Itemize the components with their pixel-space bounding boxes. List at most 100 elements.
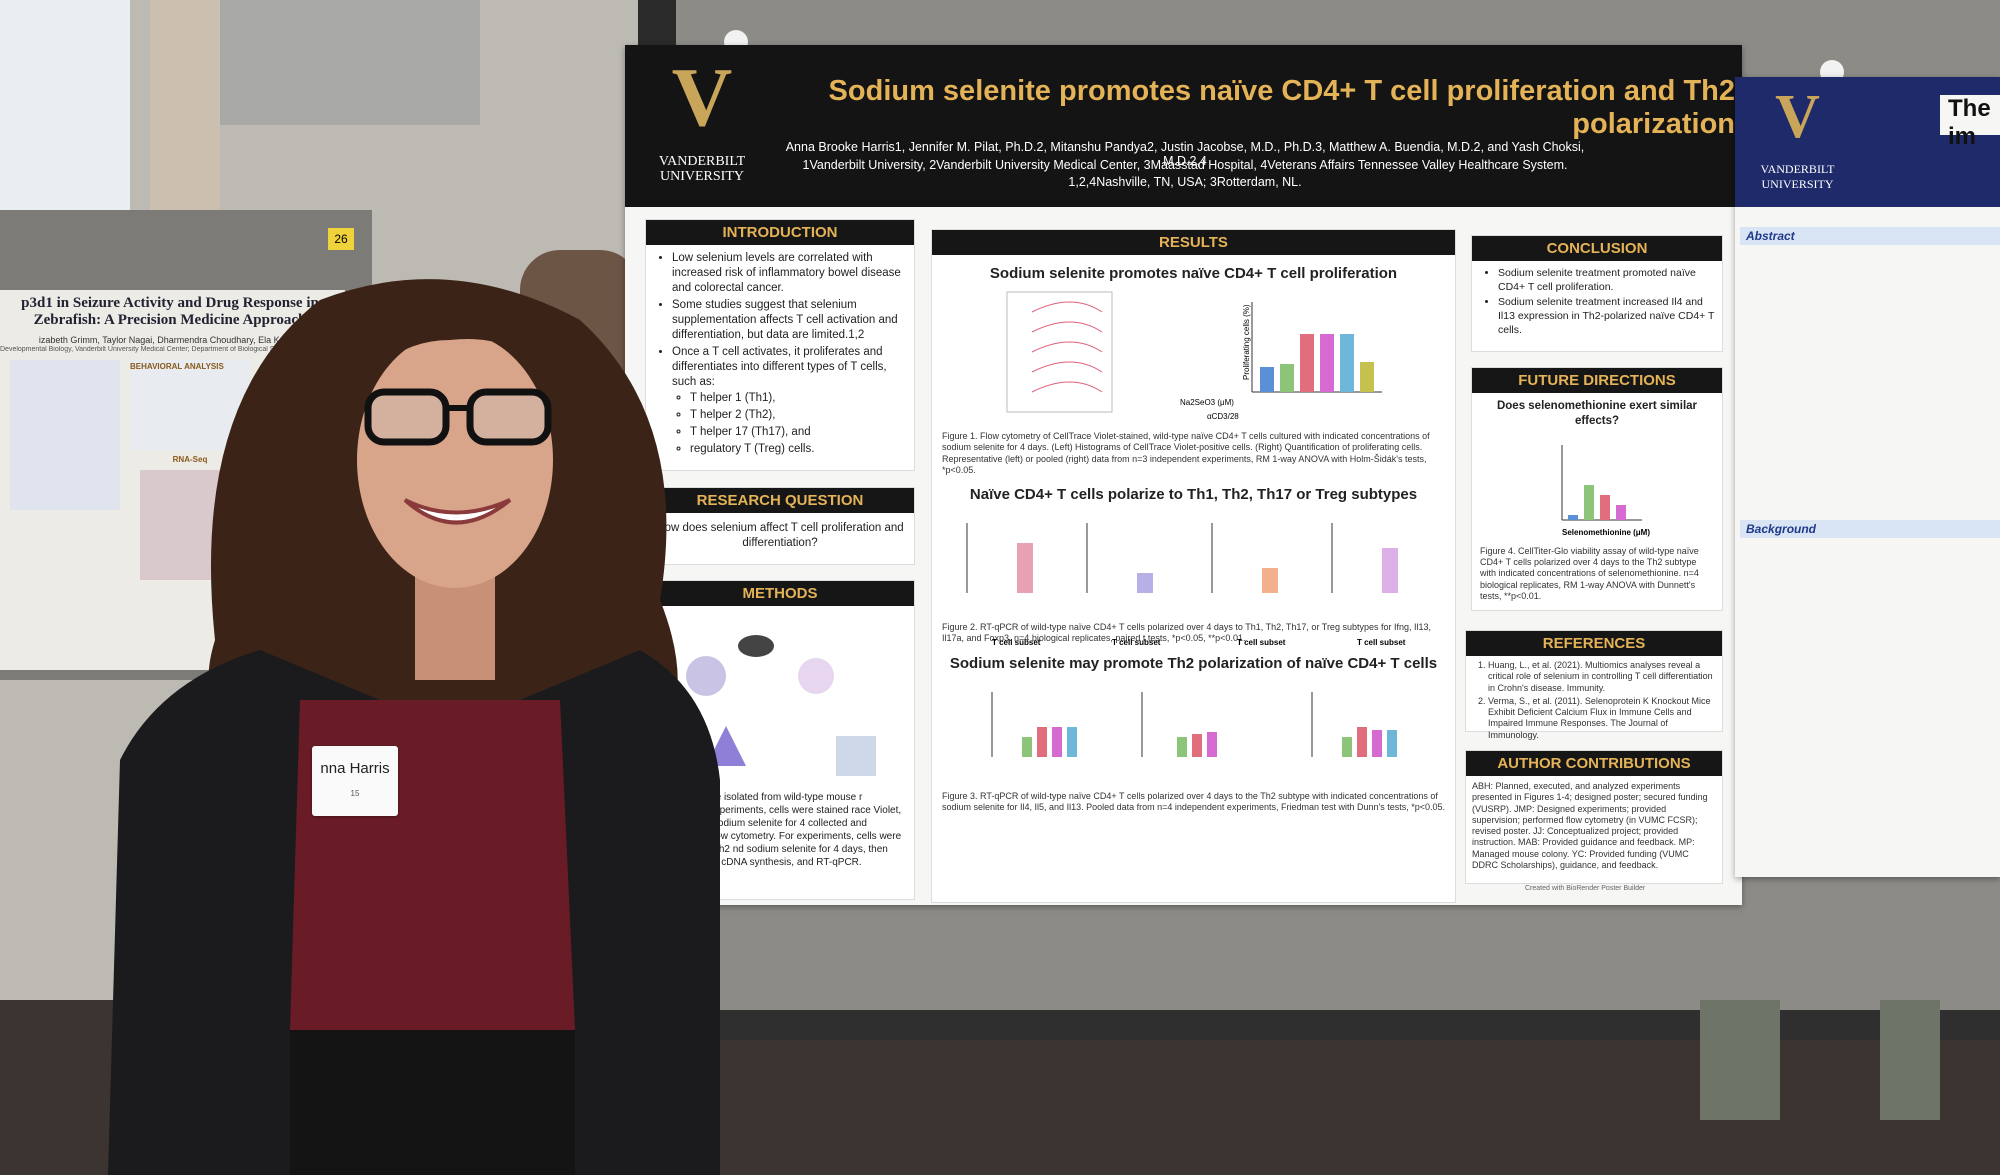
- poster-authors: Anna Brooke Harris1, Jennifer M. Pilat, …: [785, 140, 1585, 168]
- right-poster-title: The im: [1940, 95, 2000, 150]
- bullet: Once a T cell activates, it proliferates…: [672, 345, 914, 390]
- axis-label: T cell subset: [1357, 638, 1406, 647]
- figure-title: Naïve CD4+ T cells polarize to Th1, Th2,…: [969, 486, 1418, 503]
- bar: [1584, 484, 1594, 520]
- figure-4-graphic: [1561, 444, 1642, 521]
- future-directions-section: FUTURE DIRECTIONS Does selenomethionine …: [1471, 367, 1723, 611]
- section-heading: AUTHOR CONTRIBUTIONS: [1466, 751, 1722, 776]
- bullet: Low selenium levels are correlated with …: [672, 251, 914, 296]
- bar: [1052, 726, 1062, 757]
- right-poster-heading: Abstract: [1740, 227, 2000, 245]
- poster-locations: 1,2,4Nashville, TN, USA; 3Rotterdam, NL.: [1068, 175, 1302, 189]
- sub-bullet: T helper 17 (Th17), and: [690, 425, 914, 440]
- bar: [1600, 494, 1610, 520]
- poster-number: 26: [328, 228, 354, 250]
- glasses-lens: [466, 388, 552, 446]
- bar: [1372, 729, 1382, 757]
- bar: [1137, 573, 1153, 593]
- bar: [1616, 504, 1626, 520]
- institution: VANDERBILT UNIVERSITY: [658, 154, 746, 184]
- bar: [1262, 568, 1278, 593]
- bar: [1320, 334, 1334, 392]
- pants: [290, 1030, 575, 1175]
- section-heading: CONCLUSION: [1472, 236, 1722, 261]
- bar: [1207, 731, 1217, 757]
- bar: [1280, 364, 1294, 392]
- sub-bullet: regulatory T (Treg) cells.: [690, 442, 914, 457]
- poster-footer: Created with BioRender Poster Builder: [1525, 885, 1646, 892]
- cell-icon: [798, 658, 834, 694]
- introduction-list: Low selenium levels are correlated with …: [646, 251, 914, 457]
- right-poster-heading: Background: [1740, 520, 2000, 538]
- bullet: Some studies suggest that selenium suppl…: [672, 298, 914, 343]
- reference: Huang, L., et al. (2021). Multiomics ana…: [1488, 660, 1718, 694]
- pillar: [150, 0, 220, 220]
- axis-label: T cell subset: [1237, 638, 1286, 647]
- vanderbilt-logo: V: [1775, 83, 1820, 151]
- bar: [1017, 543, 1033, 593]
- bar: [1387, 729, 1397, 757]
- background-person-leg: [1880, 1000, 1940, 1120]
- figure-caption: Figure 3. RT-qPCR of wild-type naïve CD4…: [942, 790, 1446, 812]
- neck: [415, 570, 495, 680]
- figure-3-graphic: [991, 691, 1397, 757]
- poster-header: [625, 45, 1742, 207]
- introduction-section: INTRODUCTION Low selenium levels are cor…: [645, 219, 915, 471]
- sub-bullet: T helper 1 (Th1),: [690, 391, 914, 406]
- name-tag-number: 15: [350, 789, 360, 798]
- histogram-curves: [1031, 301, 1103, 393]
- ceiling-structure: [220, 0, 480, 125]
- bar: [1177, 736, 1187, 757]
- bar: [1360, 362, 1374, 392]
- section-heading: METHODS: [646, 581, 914, 606]
- bar: [1357, 726, 1367, 757]
- section-heading: INTRODUCTION: [646, 220, 914, 245]
- bar: [1340, 334, 1354, 392]
- figure-2-graphic: [966, 523, 1398, 593]
- bar: [1192, 733, 1202, 757]
- results-section: RESULTS Sodium selenite promotes naïve C…: [931, 229, 1456, 903]
- window: [0, 0, 130, 220]
- left-poster-heading: BEHAVIORAL ANALYSIS: [130, 362, 224, 371]
- references-list: Huang, L., et al. (2021). Multiomics ana…: [1466, 660, 1718, 741]
- author-contributions: ABH: Planned, executed, and analyzed exp…: [1472, 781, 1708, 870]
- section-heading: RESEARCH QUESTION: [646, 488, 914, 513]
- left-poster-authors: izabeth Grimm, Taylor Nagai, Dharmendra …: [38, 335, 302, 345]
- left-poster-heading: RNA-Seq: [172, 455, 208, 464]
- bar: [1022, 736, 1032, 757]
- axis-label: αCD3/28: [1207, 412, 1239, 421]
- face: [357, 332, 553, 588]
- poster-title: Sodium selenite promotes naïve CD4+ T ce…: [828, 75, 1735, 140]
- poster-affiliations: 1Vanderbilt University, 2Vanderbilt Univ…: [802, 158, 1568, 172]
- figure-title: Sodium selenite promotes naïve CD4+ T ce…: [989, 265, 1398, 282]
- figure-caption: Figure 1. Flow cytometry of CellTrace Vi…: [942, 431, 1430, 475]
- histogram-panel: [1006, 291, 1113, 413]
- methods-section: METHODS 4+ T cells were isolated from wi…: [645, 580, 915, 900]
- glasses-lens: [364, 388, 450, 446]
- axis-label: T cell subset: [992, 638, 1041, 647]
- name-tag-name: nna Harris: [320, 760, 390, 777]
- sub-list: T helper 1 (Th1), T helper 2 (Th2), T he…: [672, 391, 914, 457]
- conclusion-section: CONCLUSION Sodium selenite treatment pro…: [1471, 235, 1723, 352]
- research-question: How does selenium affect T cell prolifer…: [656, 522, 904, 549]
- bullet: Sodium selenite treatment promoted naïve…: [1498, 267, 1722, 294]
- future-question: Does selenomethionine exert similar effe…: [1496, 400, 1698, 427]
- section-heading: REFERENCES: [1466, 631, 1722, 656]
- figure-title: Sodium selenite may promote Th2 polariza…: [949, 654, 1438, 672]
- sub-bullet: T helper 2 (Th2),: [690, 408, 914, 423]
- smile: [403, 498, 512, 525]
- figure-caption: Figure 4. CellTiter-Glo viability assay …: [1480, 545, 1699, 601]
- references-section: REFERENCES Huang, L., et al. (2021). Mul…: [1465, 630, 1723, 740]
- left-poster-figure: [10, 360, 120, 510]
- bullet: Sodium selenite treatment increased Il4 …: [1498, 296, 1722, 337]
- bar: [1300, 334, 1314, 392]
- methods-text: 4+ T cells were isolated from wild-type …: [654, 792, 902, 868]
- reference: Verma, S., et al. (2011). Selenoprotein …: [1488, 696, 1718, 741]
- axis-label: Na2SeO3 (μM): [1180, 398, 1234, 407]
- main-poster: V VANDERBILT UNIVERSITY Sodium selenite …: [625, 45, 1742, 905]
- left-poster-title: p3d1 in Seizure Activity and Drug Respon…: [21, 295, 319, 328]
- author-contributions-section: AUTHOR CONTRIBUTIONS ABH: Planned, execu…: [1465, 750, 1723, 884]
- right-poster: V VANDERBILT UNIVERSITY The im Abstract …: [1735, 77, 2000, 877]
